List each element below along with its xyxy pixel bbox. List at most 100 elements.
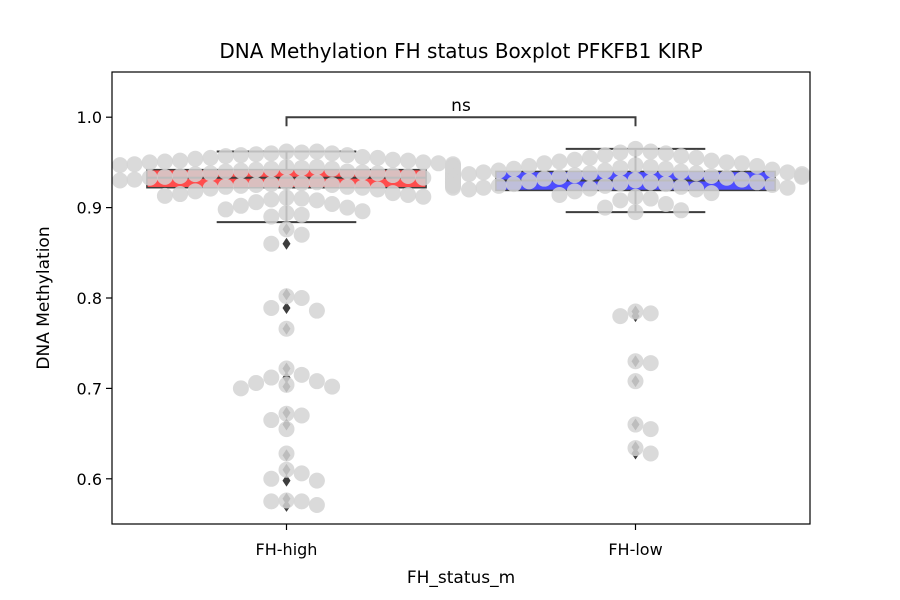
swarm-point	[612, 144, 629, 161]
swarm-point	[400, 167, 417, 184]
outlier-marker	[282, 474, 291, 487]
swarm-point	[172, 152, 189, 169]
swarm-point	[293, 226, 310, 243]
swarm-point	[415, 154, 432, 171]
swarm-point	[263, 235, 280, 252]
swarm-point	[657, 145, 674, 162]
plot-area: ns	[112, 96, 810, 514]
swarm-point	[232, 147, 249, 164]
swarm-point	[612, 159, 629, 176]
swarm-point	[490, 177, 507, 194]
swarm-point	[354, 179, 371, 196]
swarm-point	[172, 186, 189, 203]
swarm-point	[293, 144, 310, 161]
swarm-point	[703, 167, 720, 184]
swarm-point	[551, 186, 568, 203]
swarm-point	[278, 421, 295, 438]
swarm-point	[566, 167, 583, 184]
swarm-point	[354, 148, 371, 165]
swarm-point	[475, 179, 492, 196]
swarm-point	[339, 147, 356, 164]
swarm-point	[278, 492, 295, 509]
swarm-point	[324, 177, 341, 193]
swarm-point	[308, 174, 325, 191]
swarm-point	[293, 206, 310, 223]
swarm-point	[308, 497, 325, 514]
swarm-point	[263, 145, 280, 162]
swarm-point	[232, 162, 249, 179]
swarm-point	[794, 168, 810, 185]
swarm-point	[156, 187, 173, 204]
swarm-point	[536, 155, 553, 172]
swarm-point	[263, 369, 280, 386]
swarm-point	[293, 366, 310, 383]
y-tick-label: 1.0	[77, 108, 102, 127]
y-tick-label: 0.6	[77, 470, 102, 489]
swarm-point	[673, 148, 690, 165]
swarm-point	[278, 376, 295, 393]
swarm-point	[384, 185, 401, 202]
swarm-point	[627, 416, 644, 433]
swarm-point	[217, 201, 234, 218]
swarm-point	[263, 208, 280, 225]
swarm-point	[505, 176, 522, 193]
swarm-point	[657, 160, 674, 177]
swarm-point	[278, 320, 295, 337]
swarm-point	[308, 158, 325, 175]
swarm-point	[627, 440, 644, 457]
swarm-point	[688, 165, 705, 182]
swarm-point	[263, 412, 280, 429]
swarm-point	[521, 173, 538, 190]
swarm-point	[324, 160, 341, 177]
swarm-point	[293, 290, 310, 306]
swarm-point	[232, 380, 249, 397]
swarm-point	[324, 145, 341, 162]
swarm-point	[354, 164, 371, 181]
swarm-point	[187, 166, 204, 183]
swarm-point	[657, 195, 674, 212]
swarm-point	[369, 149, 386, 166]
swarm-point	[779, 179, 796, 196]
swarm-point	[597, 162, 614, 179]
swarm-point	[612, 192, 629, 209]
swarm-point	[308, 143, 325, 160]
swarm-point	[293, 175, 310, 192]
swarm-point	[141, 154, 158, 171]
swarm-point	[703, 185, 720, 202]
swarm-point	[642, 174, 659, 191]
swarm-point	[126, 171, 143, 188]
swarm-point	[733, 155, 750, 172]
swarm-point	[415, 188, 432, 205]
swarm-point	[415, 169, 432, 186]
swarm-point	[384, 167, 401, 184]
swarm-point	[642, 158, 659, 175]
swarm-point	[536, 170, 553, 187]
swarm-point	[248, 161, 265, 178]
swarm-point	[642, 421, 659, 438]
y-axis: 0.6 0.7 0.8 0.9 1.0	[77, 108, 112, 489]
swarm-point	[627, 157, 644, 174]
swarm-point	[369, 181, 386, 198]
outlier-marker	[282, 237, 291, 250]
y-tick-label: 0.9	[77, 199, 102, 218]
swarm-point	[490, 162, 507, 179]
significance-bracket: ns	[285, 96, 637, 127]
swarm-point	[187, 183, 204, 200]
swarm-point	[217, 178, 234, 195]
swarm-point	[764, 161, 781, 178]
swarm-point	[293, 190, 310, 207]
swarm-point	[278, 174, 295, 191]
swarm-point	[156, 153, 173, 170]
swarm-point	[278, 360, 295, 377]
swarm-point	[202, 165, 219, 182]
x-axis-label: FH_status_m	[407, 568, 515, 588]
swarm-point	[597, 147, 614, 164]
swarm-point	[688, 181, 705, 198]
swarm-point	[581, 165, 598, 182]
swarm-point	[400, 152, 417, 169]
swarm-point	[263, 493, 280, 510]
swarm-point	[339, 199, 356, 216]
swarm-point	[400, 186, 417, 203]
swarm-point	[202, 149, 219, 166]
